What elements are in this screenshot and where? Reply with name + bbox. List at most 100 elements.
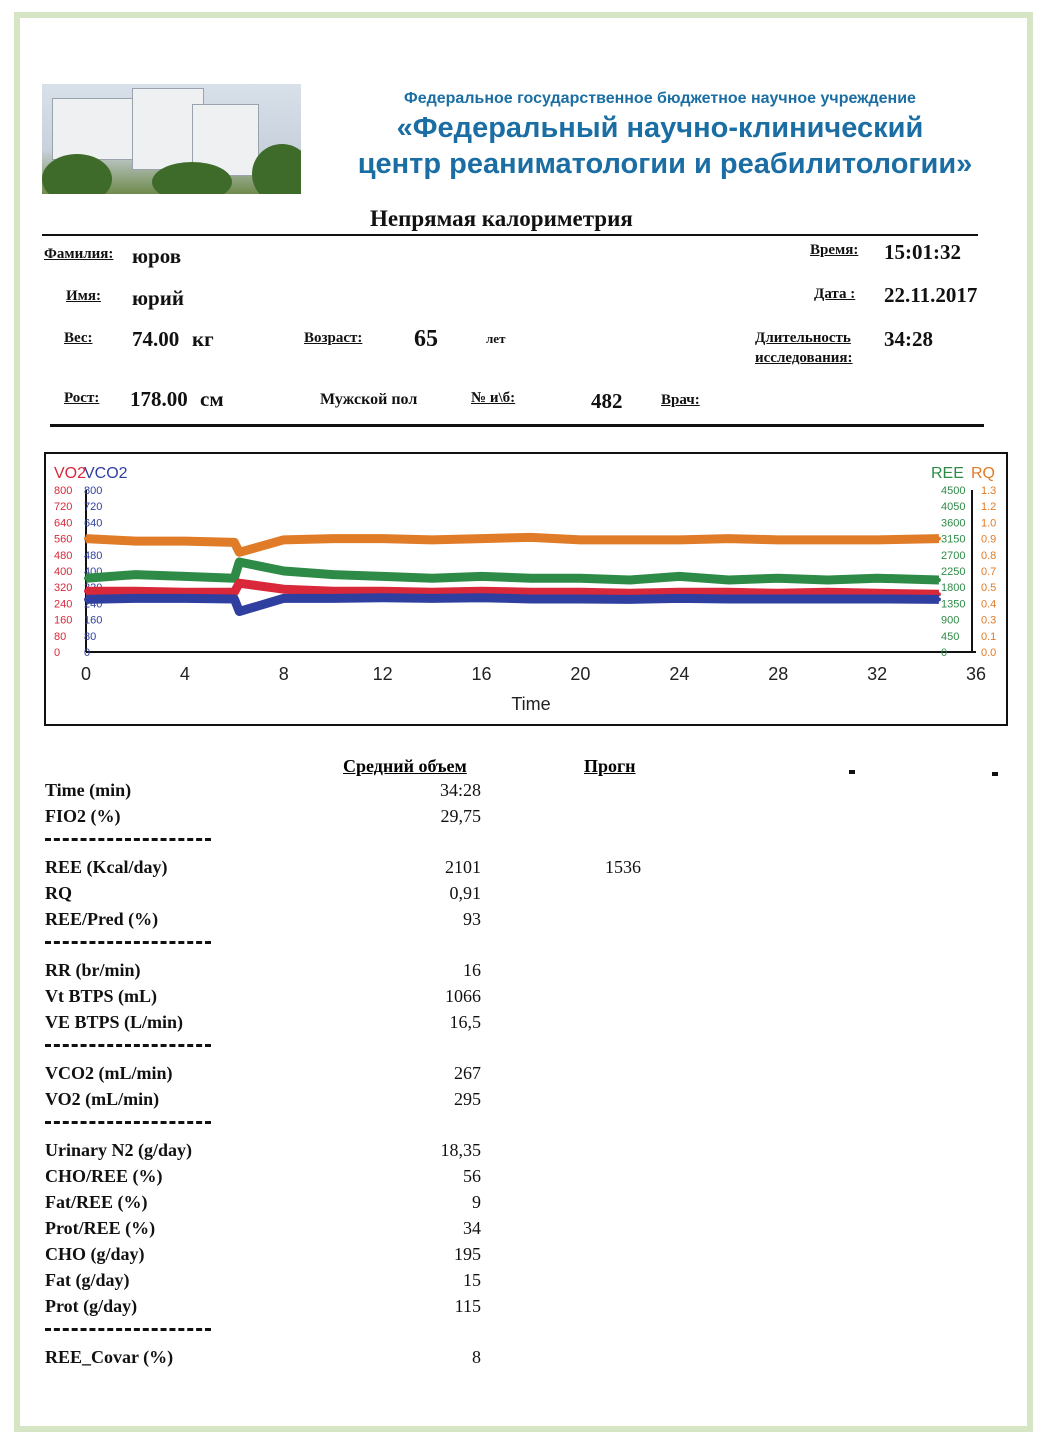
y-tick-label: 400 xyxy=(54,566,72,578)
data-point xyxy=(936,536,941,541)
row-mean-value: 56 xyxy=(463,1166,481,1186)
row-predicted-value: 1536 xyxy=(605,857,641,877)
row-mean-value: 195 xyxy=(454,1244,481,1264)
institution-name-1: «Федеральный научно-клинический xyxy=(396,112,924,144)
y-tick-label: 0 xyxy=(54,647,60,659)
y-tick-label: 4500 xyxy=(941,485,965,497)
group-separator xyxy=(45,1328,211,1331)
weight-label: Вес: xyxy=(64,330,93,346)
y-tick-label: 160 xyxy=(84,615,102,627)
data-point xyxy=(825,537,830,542)
data-point xyxy=(776,596,781,601)
data-point xyxy=(677,574,682,579)
row-label: Vt BTPS (mL) xyxy=(45,986,157,1006)
data-point xyxy=(776,537,781,542)
axis-title-right-inner: REE xyxy=(931,465,964,482)
institution-name-2: центр реаниматологии и реабилитологии» xyxy=(357,148,973,180)
data-point xyxy=(479,536,484,541)
row-mean-value: 2101 xyxy=(445,857,481,877)
row-mean-value: 0,91 xyxy=(449,883,482,903)
row-label: VO2 (mL/min) xyxy=(45,1089,160,1109)
row-mean-value: 15 xyxy=(463,1270,481,1290)
row-mean-value: 18,35 xyxy=(440,1140,482,1160)
data-point xyxy=(936,597,941,602)
data-point xyxy=(331,572,336,577)
y-tick-label: 640 xyxy=(54,517,72,529)
data-point xyxy=(182,590,187,595)
data-point xyxy=(726,596,731,601)
calorimetry-chart: 0 4 8 12 16 20 24 28 32 36 Time VO2 0 80 160 240 320 400 4… xyxy=(44,452,1008,726)
data-point xyxy=(875,591,880,596)
surname-label: Фамилия: xyxy=(44,246,114,262)
row-label: VE BTPS (L/min) xyxy=(45,1012,184,1032)
data-point xyxy=(84,597,88,602)
series-line-left-outer xyxy=(86,578,939,599)
x-tick-label: 12 xyxy=(373,664,393,684)
data-point xyxy=(578,596,583,601)
data-point xyxy=(281,587,286,592)
x-tick-label: 32 xyxy=(867,664,887,684)
group-separator xyxy=(45,1121,211,1124)
series-line-right-outer xyxy=(85,532,940,557)
y-tick-label: 0.8 xyxy=(981,550,996,562)
data-point xyxy=(237,560,242,564)
y-tick-label: 4050 xyxy=(941,501,965,513)
y-tick-label: 1800 xyxy=(941,582,965,594)
data-point xyxy=(875,596,880,601)
time-value: 15:01:32 xyxy=(884,240,961,264)
y-tick-label: 3600 xyxy=(941,517,965,529)
data-point xyxy=(479,589,484,594)
x-tick-label: 20 xyxy=(570,664,590,684)
marker xyxy=(992,772,998,776)
row-mean-value: 9 xyxy=(472,1192,481,1212)
duration-label-2: исследования: xyxy=(755,350,853,366)
height-value: 178.00 xyxy=(130,387,188,411)
data-point xyxy=(677,537,682,542)
column-header-predicted: Прогн xyxy=(584,756,636,776)
data-point xyxy=(84,589,88,594)
y-tick-label: 0 xyxy=(84,647,90,659)
y-tick-label: 0 xyxy=(941,647,947,659)
data-point xyxy=(182,596,187,601)
group-separator xyxy=(45,941,211,944)
data-point xyxy=(84,536,88,541)
row-mean-value: 93 xyxy=(463,909,481,929)
axis-title-left-inner: VCO2 xyxy=(84,465,128,482)
record-value: 482 xyxy=(591,389,623,413)
hospital-building-photo xyxy=(42,84,301,194)
y-tick-label: 2250 xyxy=(941,566,965,578)
x-tick-label: 24 xyxy=(669,664,689,684)
data-point xyxy=(331,596,336,601)
data-point xyxy=(529,596,533,601)
age-unit: лет xyxy=(486,331,506,346)
y-tick-label: 0.3 xyxy=(981,615,996,627)
divider xyxy=(50,424,984,427)
row-label: REE/Pred (%) xyxy=(45,909,159,929)
data-point xyxy=(825,590,830,595)
row-label: RR (br/min) xyxy=(45,960,141,980)
doctor-label: Врач: xyxy=(661,392,700,408)
row-label: Prot/REE (%) xyxy=(45,1218,156,1238)
x-tick-label: 8 xyxy=(279,664,289,684)
data-point xyxy=(776,591,781,596)
row-label: REE (Kcal/day) xyxy=(45,857,168,877)
row-label: REE_Covar (%) xyxy=(45,1347,174,1367)
data-point xyxy=(281,569,286,573)
row-label: RQ xyxy=(45,883,72,903)
axis-title-left-outer: VO2 xyxy=(54,465,86,482)
data-point xyxy=(281,596,286,601)
y-tick-label: 560 xyxy=(54,534,72,546)
row-label: Urinary N2 (g/day) xyxy=(45,1140,192,1160)
row-label: CHO (g/day) xyxy=(45,1244,145,1264)
row-mean-value: 34 xyxy=(463,1218,481,1238)
data-point xyxy=(627,537,632,542)
data-point xyxy=(237,581,242,586)
data-point xyxy=(182,574,187,579)
data-point xyxy=(84,576,88,581)
row-mean-value: 1066 xyxy=(445,986,481,1006)
x-tick-label: 0 xyxy=(81,664,91,684)
y-tick-label: 720 xyxy=(54,501,72,513)
date-value: 22.11.2017 xyxy=(884,283,978,307)
y-tick-label: 240 xyxy=(54,598,72,610)
group-separator xyxy=(45,1044,211,1047)
